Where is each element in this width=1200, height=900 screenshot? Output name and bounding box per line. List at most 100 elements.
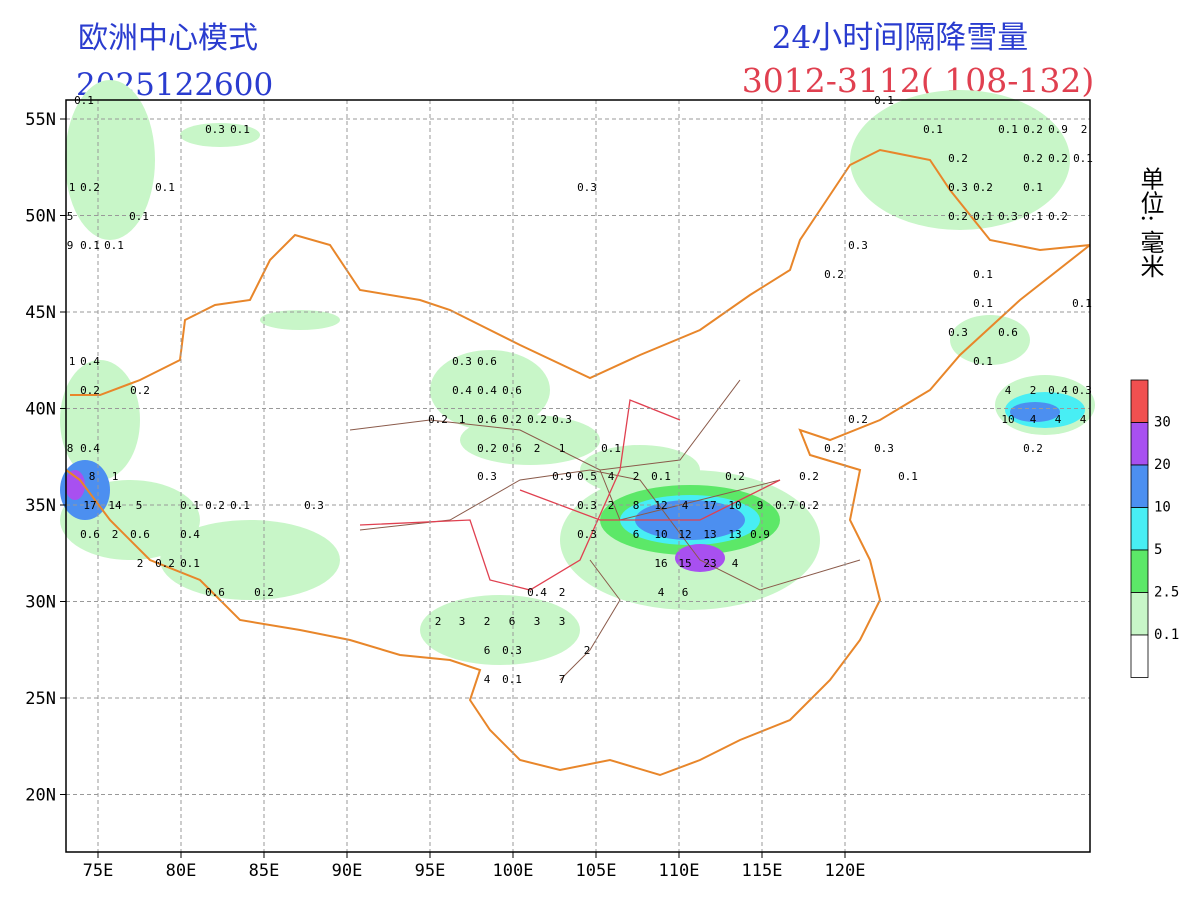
station-value: 0.2 bbox=[1048, 210, 1068, 223]
station-value: 9 bbox=[757, 499, 764, 512]
station-value: 0.3 bbox=[998, 210, 1018, 223]
station-value: 4 bbox=[658, 586, 665, 599]
legend-label: 10 bbox=[1154, 500, 1171, 516]
lat-label: 40N bbox=[25, 400, 56, 420]
station-value: 0.3 bbox=[577, 528, 597, 541]
station-value: 4 bbox=[1030, 413, 1037, 426]
station-value: 0.1 bbox=[898, 470, 918, 483]
model-title: 欧洲中心模式 bbox=[78, 21, 258, 56]
station-value: 0.3 bbox=[874, 442, 894, 455]
legend-label: 0.1 bbox=[1154, 627, 1179, 643]
lat-label: 35N bbox=[25, 496, 56, 516]
period: 3012-3112( 108-132) bbox=[742, 61, 1094, 100]
station-value: 7 bbox=[559, 673, 566, 686]
station-value: 0.2 bbox=[973, 181, 993, 194]
station-value: 4 bbox=[484, 673, 491, 686]
station-value: 0.4 bbox=[1048, 384, 1068, 397]
station-value: 12 bbox=[678, 528, 691, 541]
legend: 30 20 10 5 2.5 0.1 bbox=[1130, 379, 1179, 678]
station-value: 0.2 bbox=[1023, 123, 1043, 136]
station-value: 0.1 bbox=[230, 123, 250, 136]
graticule bbox=[66, 100, 1090, 852]
station-value: 0.1 bbox=[502, 673, 522, 686]
station-value: 0.6 bbox=[205, 586, 225, 599]
legend-label: 2.5 bbox=[1154, 585, 1179, 601]
station-value: 0.5 bbox=[577, 470, 597, 483]
province-borders bbox=[349, 379, 861, 681]
station-value: 0.3 bbox=[1072, 384, 1092, 397]
station-value: 13 bbox=[728, 528, 741, 541]
station-value: 0.3 bbox=[552, 413, 572, 426]
station-value: 0.2 bbox=[155, 557, 175, 570]
legend-swatch bbox=[1130, 634, 1149, 678]
station-value: 0.2 bbox=[428, 413, 448, 426]
station-value: 0.4 bbox=[180, 528, 200, 541]
station-value: 0.3 bbox=[948, 326, 968, 339]
station-value: 3 bbox=[559, 615, 566, 628]
station-value: 2 bbox=[534, 442, 541, 455]
station-value: 16 bbox=[654, 557, 667, 570]
legend-label: 30 bbox=[1154, 415, 1171, 431]
station-value: 2 bbox=[137, 557, 144, 570]
station-value: 0.1 bbox=[651, 470, 671, 483]
legend-swatch bbox=[1130, 549, 1149, 593]
station-value: 2 bbox=[112, 528, 119, 541]
station-value: 17 bbox=[703, 499, 716, 512]
station-value: 0.1 bbox=[973, 268, 993, 281]
station-value: 0.1 bbox=[998, 123, 1018, 136]
lon-label: 80E bbox=[166, 861, 197, 881]
station-value: 0.7 bbox=[775, 499, 795, 512]
station-value: 0.2 bbox=[948, 210, 968, 223]
station-value: 0.2 bbox=[254, 586, 274, 599]
station-value: 0.3 bbox=[304, 499, 324, 512]
station-value: 4 bbox=[1055, 413, 1062, 426]
station-value: 0.6 bbox=[502, 384, 522, 397]
station-value: 4 bbox=[1005, 384, 1012, 397]
map-area: 0.1 0.3 0.1 1 0.2 0.1 5 0.1 9 0.1 0.1 1 0.4 0.2 0.2 8 0.… bbox=[60, 80, 1095, 853]
station-value: 1 bbox=[69, 355, 76, 368]
station-value: 1 bbox=[559, 442, 566, 455]
unit-label: 单位: 毫米 bbox=[1136, 166, 1164, 278]
station-value: 0.1 bbox=[104, 239, 124, 252]
station-value: 0.2 bbox=[1023, 442, 1043, 455]
station-value: 0.3 bbox=[452, 355, 472, 368]
legend-swatch bbox=[1130, 422, 1149, 466]
station-value: 10 bbox=[1001, 413, 1014, 426]
station-value: 0.3 bbox=[477, 470, 497, 483]
station-value: 0.1 bbox=[601, 442, 621, 455]
lat-label: 55N bbox=[25, 110, 56, 130]
station-value: 0.2 bbox=[948, 152, 968, 165]
station-value: 0.1 bbox=[1072, 297, 1092, 310]
lon-label: 75E bbox=[83, 861, 114, 881]
station-value: 0.1 bbox=[80, 239, 100, 252]
station-value: 2 bbox=[559, 586, 566, 599]
station-value: 8 bbox=[633, 499, 640, 512]
station-value: 6 bbox=[509, 615, 516, 628]
map-background bbox=[66, 100, 1090, 852]
station-value: 0.2 bbox=[502, 413, 522, 426]
station-value: 0.2 bbox=[799, 470, 819, 483]
station-value: 23 bbox=[703, 557, 716, 570]
lat-label: 50N bbox=[25, 207, 56, 227]
station-value: 1 bbox=[459, 413, 466, 426]
product-title: 24小时间隔降雪量 bbox=[772, 20, 1028, 56]
station-value: 0.1 bbox=[973, 355, 993, 368]
station-value: 0.2 bbox=[130, 384, 150, 397]
station-value: 0.4 bbox=[452, 384, 472, 397]
lon-label: 95E bbox=[415, 861, 446, 881]
station-value: 2 bbox=[608, 499, 615, 512]
station-value: 0.6 bbox=[130, 528, 150, 541]
lon-label: 90E bbox=[332, 861, 363, 881]
station-value: 8 bbox=[67, 442, 74, 455]
station-value: 0.1 bbox=[129, 210, 149, 223]
station-value: 2 bbox=[584, 644, 591, 657]
station-value: 0.1 bbox=[923, 123, 943, 136]
station-value: 0.3 bbox=[577, 181, 597, 194]
station-value: 0.4 bbox=[80, 442, 100, 455]
map-frame bbox=[65, 99, 1091, 853]
station-value: 0.6 bbox=[477, 413, 497, 426]
lon-label: 105E bbox=[576, 861, 617, 881]
station-value: 2 bbox=[1081, 123, 1088, 136]
lon-label: 110E bbox=[659, 861, 700, 881]
